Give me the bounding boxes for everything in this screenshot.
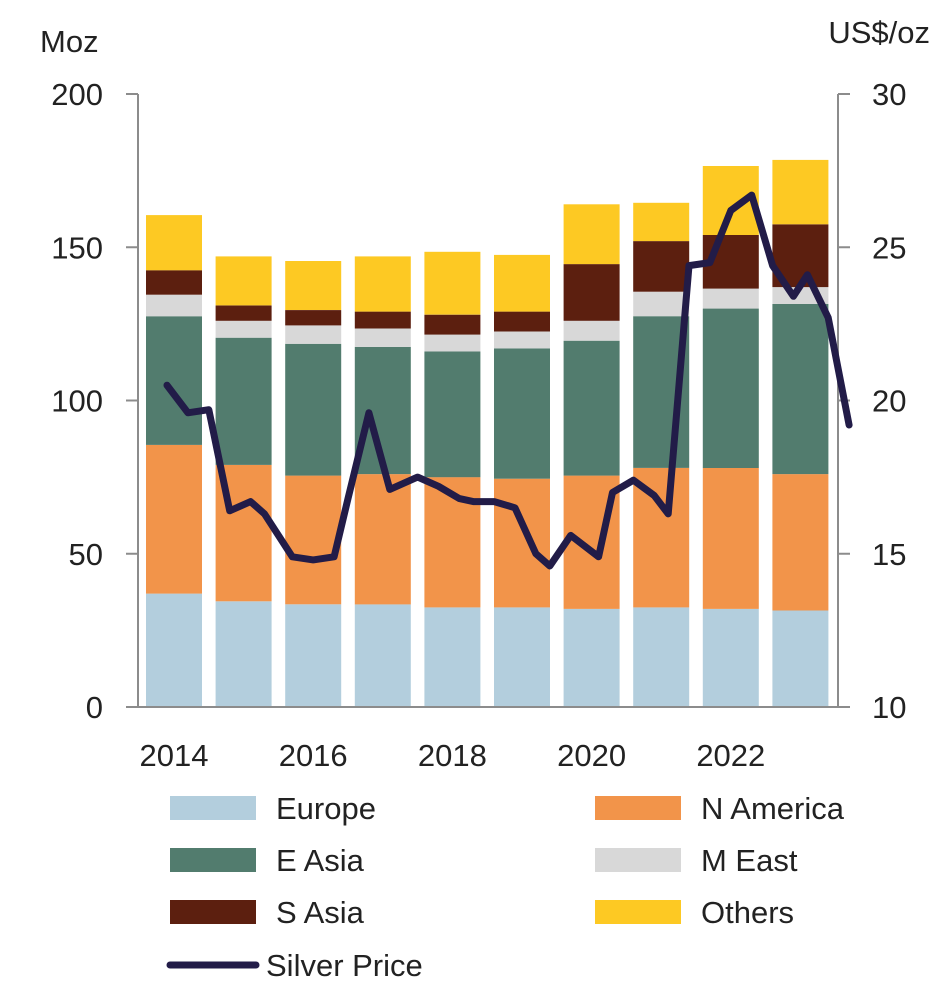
x-tick-label-2020: 2020 bbox=[557, 738, 626, 773]
bar-segment-europe-2018 bbox=[424, 607, 481, 707]
bar-segment-others-2019 bbox=[494, 254, 550, 312]
bar-segment-s-asia-2017 bbox=[354, 311, 411, 329]
legend-label-m-east: M East bbox=[701, 843, 798, 878]
bar-segment-m-east-2021 bbox=[633, 291, 690, 317]
legend-layer: Europe N America E Asia M East S Asia Others S… bbox=[166, 791, 845, 983]
bar-segment-others-2021 bbox=[633, 202, 690, 242]
bar-segment-m-east-2019 bbox=[494, 331, 550, 349]
bar-segment-europe-2022 bbox=[702, 608, 759, 707]
bar-segment-others-2015 bbox=[215, 256, 272, 306]
right-axis-unit-label: US$/oz bbox=[828, 15, 930, 50]
bar-segment-m-east-2017 bbox=[354, 328, 411, 347]
left-tick-label-150: 150 bbox=[51, 230, 103, 265]
bar-segment-e-asia-2016 bbox=[285, 343, 342, 476]
bar-segment-others-2017 bbox=[354, 256, 411, 312]
bar-segment-m-east-2015 bbox=[215, 320, 272, 338]
x-tick-label-2022: 2022 bbox=[696, 738, 765, 773]
bar-segment-s-asia-2015 bbox=[215, 305, 272, 321]
bar-segment-europe-2023 bbox=[772, 610, 829, 707]
legend-label-e-asia: E Asia bbox=[276, 843, 365, 878]
right-tick-label-30: 30 bbox=[872, 77, 906, 112]
bar-segment-n-america-2023 bbox=[772, 474, 829, 611]
x-tick-label-2018: 2018 bbox=[418, 738, 487, 773]
bar-segment-others-2020 bbox=[563, 204, 620, 265]
legend-label-others: Others bbox=[701, 895, 794, 930]
bar-segment-others-2018 bbox=[424, 251, 481, 315]
bar-segment-n-america-2016 bbox=[285, 475, 342, 605]
bar-segment-europe-2017 bbox=[354, 604, 411, 707]
right-tick-label-20: 20 bbox=[872, 384, 906, 419]
line-layer bbox=[163, 191, 853, 570]
bar-segment-others-2023 bbox=[772, 159, 829, 225]
left-tick-label-200: 200 bbox=[51, 77, 103, 112]
bar-segment-m-east-2020 bbox=[563, 320, 620, 341]
bar-segment-m-east-2014 bbox=[146, 294, 202, 317]
bar-segment-e-asia-2022 bbox=[702, 308, 759, 468]
bar-segment-m-east-2022 bbox=[702, 288, 759, 309]
bar-segment-s-asia-2016 bbox=[285, 310, 342, 326]
x-tick-label-2014: 2014 bbox=[140, 738, 209, 773]
right-tick-label-25: 25 bbox=[872, 230, 906, 265]
legend-label-s-asia: S Asia bbox=[276, 895, 365, 930]
bar-segment-n-america-2022 bbox=[702, 467, 759, 609]
bar-segment-e-asia-2015 bbox=[215, 337, 272, 465]
bar-segment-europe-2021 bbox=[633, 607, 690, 707]
bar-segment-europe-2016 bbox=[285, 604, 342, 707]
axes-layer: 0 50 100 150 200 10 15 20 25 30 2014 2016 2018 2020 20… bbox=[51, 77, 906, 773]
legend-swatch-s-asia bbox=[170, 900, 256, 924]
bars-layer bbox=[146, 159, 829, 707]
bar-segment-e-asia-2019 bbox=[494, 348, 550, 479]
silver-price-line bbox=[163, 191, 853, 570]
bar-segment-s-asia-2014 bbox=[146, 270, 202, 295]
bar-segment-e-asia-2023 bbox=[772, 304, 829, 475]
bar-segment-others-2014 bbox=[146, 215, 202, 271]
bar-segment-m-east-2016 bbox=[285, 325, 342, 344]
bar-segment-s-asia-2020 bbox=[563, 264, 620, 321]
legend-swatch-others bbox=[595, 900, 681, 924]
legend-swatch-europe bbox=[170, 796, 256, 820]
bar-segment-europe-2014 bbox=[146, 593, 202, 707]
legend-swatch-n-america bbox=[595, 796, 681, 820]
bar-segment-europe-2019 bbox=[494, 607, 550, 707]
legend-label-n-america: N America bbox=[701, 791, 845, 826]
bar-segment-s-asia-2018 bbox=[424, 314, 481, 335]
bar-segment-n-america-2017 bbox=[354, 474, 411, 605]
bar-segment-e-asia-2020 bbox=[563, 340, 620, 476]
legend-swatch-m-east bbox=[595, 848, 681, 872]
left-tick-label-0: 0 bbox=[86, 690, 103, 725]
bar-segment-europe-2015 bbox=[215, 601, 272, 707]
left-axis-unit-label: Moz bbox=[40, 24, 99, 59]
bar-segment-e-asia-2014 bbox=[146, 316, 202, 445]
bar-segment-e-asia-2018 bbox=[424, 351, 481, 478]
legend-label-europe: Europe bbox=[276, 791, 376, 826]
bar-segment-s-asia-2021 bbox=[633, 241, 690, 292]
bar-segment-s-asia-2019 bbox=[494, 311, 550, 332]
x-tick-label-2016: 2016 bbox=[279, 738, 348, 773]
left-tick-label-100: 100 bbox=[51, 384, 103, 419]
right-tick-label-15: 15 bbox=[872, 537, 906, 572]
legend-swatch-e-asia bbox=[170, 848, 256, 872]
legend-label-silver-price: Silver Price bbox=[266, 948, 423, 983]
bar-segment-europe-2020 bbox=[563, 608, 620, 707]
left-tick-label-50: 50 bbox=[69, 537, 103, 572]
bar-segment-n-america-2019 bbox=[494, 478, 550, 608]
bar-segment-others-2016 bbox=[285, 261, 342, 310]
bar-segment-n-america-2014 bbox=[146, 444, 202, 594]
bar-segment-m-east-2018 bbox=[424, 334, 481, 352]
right-tick-label-10: 10 bbox=[872, 690, 906, 725]
